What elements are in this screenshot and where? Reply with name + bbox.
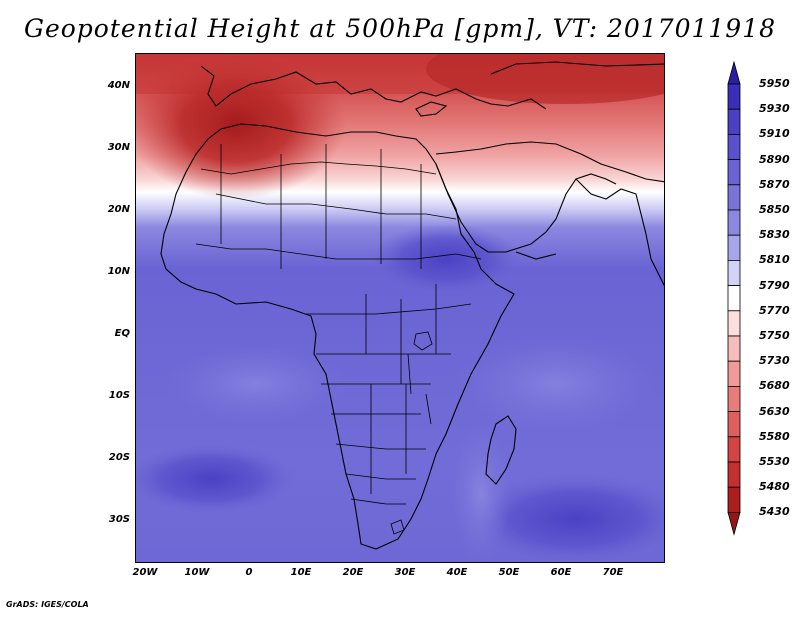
lon-label-60e: 60E (550, 567, 572, 578)
colorbar-level-label: 5750 (759, 329, 790, 342)
colorbar-level-label: 5930 (759, 102, 790, 116)
lon-label-20w: 20W (132, 567, 158, 578)
lon-label-70e: 70E (602, 567, 624, 578)
lon-label-50e: 50E (498, 567, 520, 578)
colorbar-level-label: 5950 (759, 77, 790, 90)
colorbar-cell (727, 486, 741, 513)
colorbar-cell (727, 436, 741, 463)
lat-label-30n: 30N (107, 142, 130, 153)
colorbar-level-label: 5770 (759, 303, 790, 317)
colorbar-level-label: 5810 (759, 253, 790, 267)
lat-label-20n: 20N (107, 204, 130, 215)
colorbar-level-label: 5430 (759, 505, 790, 519)
colorbar-cell (727, 360, 741, 387)
colorbar-cell (727, 310, 741, 337)
colorbar-cell (727, 134, 741, 161)
colorbar-cell (727, 285, 741, 312)
map-panel (135, 53, 665, 563)
colorbar-cell (727, 259, 741, 286)
lon-label-30e: 30E (394, 567, 416, 578)
colorbar-cell (727, 108, 741, 135)
colorbar-level-label: 5480 (759, 480, 790, 494)
colorbar-cell (727, 159, 741, 186)
colorbar-cell (727, 335, 741, 362)
colorbar-level-label: 5910 (759, 127, 790, 141)
colorbar-arrow-top (727, 60, 741, 85)
high-center-south-atlantic (136, 444, 296, 514)
colorbar-cell (727, 234, 741, 261)
colorbar-level-label: 5730 (759, 354, 790, 368)
lon-label-0: 0 (245, 567, 253, 578)
coastlines (160, 61, 664, 550)
high-center-indian-ocean (466, 474, 664, 562)
high-center-ethiopia (371, 224, 521, 294)
colorbar-level-label: 5580 (759, 429, 790, 443)
colorbar-cell (727, 385, 741, 412)
colorbar-level-label: 5830 (759, 228, 790, 242)
colorbar-cell (727, 411, 741, 438)
lat-label-30s: 30S (108, 514, 130, 525)
lon-label-20e: 20E (342, 567, 364, 578)
colorbar-cell (727, 184, 741, 211)
colorbar-cell (727, 83, 741, 110)
country-borders (195, 144, 482, 535)
lon-label-10e: 10E (290, 567, 312, 578)
lon-label-40e: 40E (446, 567, 468, 578)
colorbar-arrow-bottom (727, 511, 741, 536)
lat-label-10s: 10S (108, 390, 130, 401)
lon-label-10w: 10W (184, 567, 210, 578)
lat-label-10n: 10N (107, 266, 130, 277)
colorbar-level-label: 5850 (759, 203, 790, 216)
lat-label-20s: 20S (108, 452, 130, 463)
colorbar-level-label: 5630 (759, 404, 790, 418)
colorbar-cell (727, 209, 741, 236)
colorbar-cell (727, 461, 741, 488)
colorbar-level-label: 5530 (759, 455, 790, 468)
grads-credit: GrADS: IGES/COLA (6, 600, 89, 609)
colorbar (727, 60, 741, 536)
geopotential-field (136, 54, 664, 562)
lat-label-40n: 40N (107, 80, 130, 91)
colorbar-level-label: 5870 (759, 177, 790, 191)
colorbar-level-label: 5890 (759, 152, 790, 166)
trough-south (236, 504, 496, 562)
map-title: Geopotential Height at 500hPa [gpm], VT:… (23, 14, 777, 43)
lat-label-eq: EQ (114, 328, 130, 339)
colorbar-level-label: 5790 (759, 278, 790, 292)
colorbar-level-label: 5680 (759, 379, 790, 393)
low-center-nw (136, 54, 346, 199)
